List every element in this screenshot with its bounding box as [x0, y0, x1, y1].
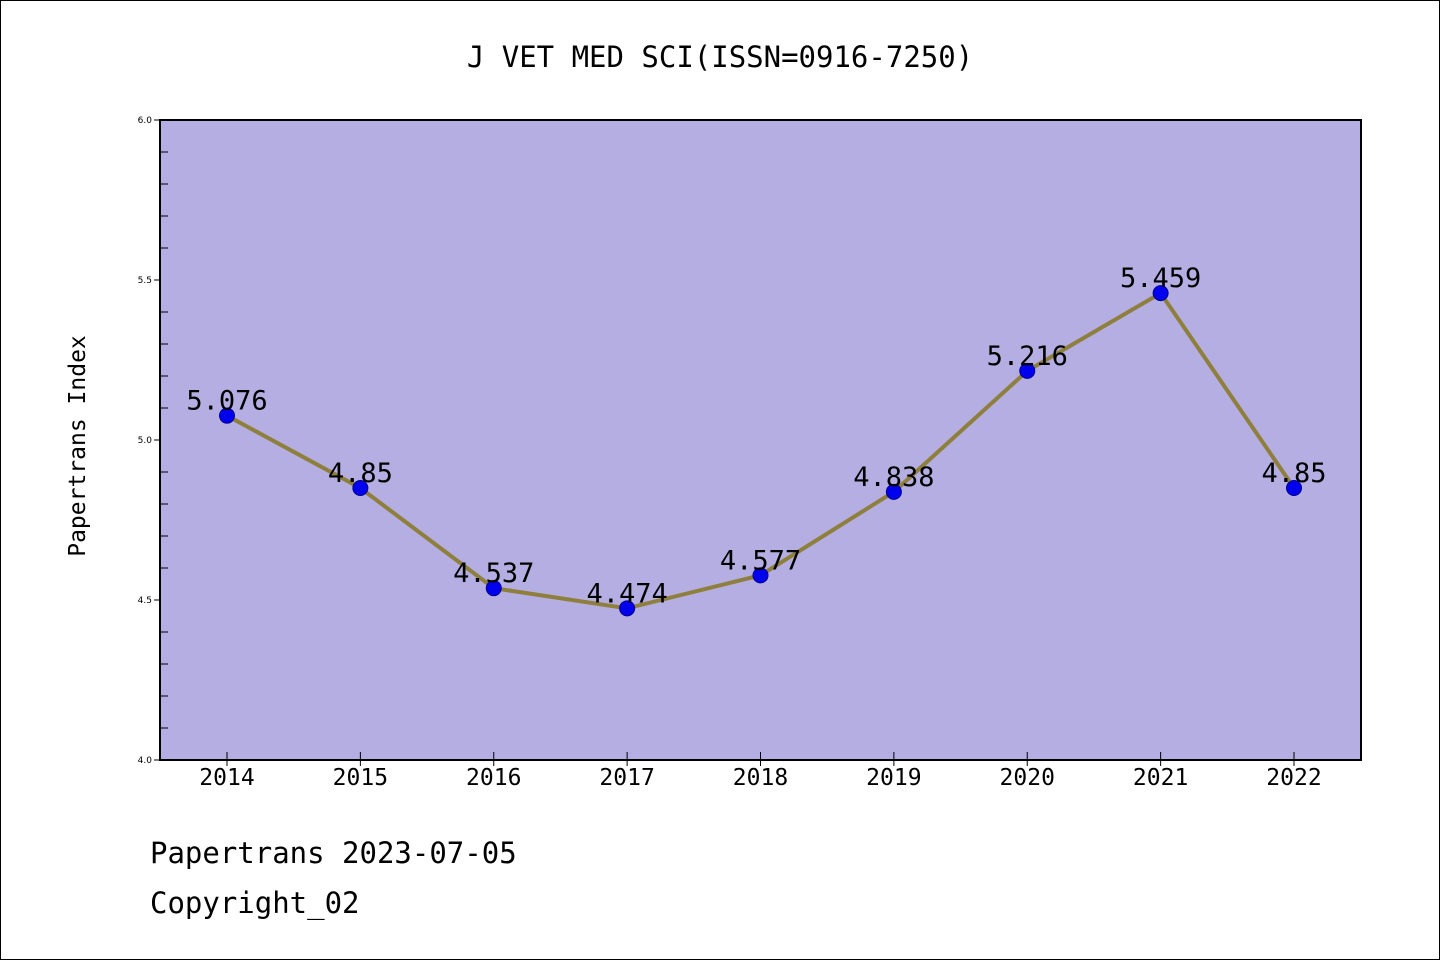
- x-tick-label: 2020: [1000, 765, 1055, 791]
- x-tick-label: 2018: [733, 765, 788, 791]
- data-label: 4.577: [720, 545, 801, 576]
- y-tick-label: 4.5: [138, 596, 152, 606]
- data-point: [219, 407, 235, 424]
- data-label: 4.474: [586, 578, 667, 609]
- data-point: [752, 567, 769, 584]
- data-label: 5.216: [987, 341, 1068, 372]
- plot-area: [160, 120, 1361, 760]
- y-tick-label: 6.0: [138, 116, 153, 126]
- data-label: 4.85: [328, 458, 393, 489]
- x-tick-label: 2017: [599, 765, 654, 791]
- data-point: [1019, 362, 1036, 379]
- x-tick-label: 2014: [199, 765, 254, 791]
- data-label: 4.838: [853, 462, 934, 493]
- x-tick-label: 2021: [1133, 765, 1188, 791]
- footer-date: Papertrans 2023-07-05: [150, 836, 517, 870]
- data-label: 4.537: [453, 558, 534, 589]
- y-tick-label: 5.5: [138, 276, 152, 286]
- data-point: [1152, 285, 1169, 302]
- data-label: 5.076: [186, 386, 267, 417]
- plot-border: [159, 119, 1362, 761]
- chart-title: J VET MED SCI(ISSN=0916-7250): [467, 40, 973, 74]
- y-tick-label: 4.0: [138, 756, 153, 766]
- footer-copyright: Copyright_02: [150, 886, 360, 920]
- data-point: [885, 483, 902, 500]
- x-tick-label: 2016: [466, 765, 521, 791]
- data-point: [1286, 480, 1302, 496]
- x-tick-label: 2022: [1266, 765, 1321, 791]
- y-tick-label: 5.0: [138, 436, 153, 446]
- data-label: 4.85: [1261, 458, 1326, 489]
- x-tick-label: 2019: [866, 765, 921, 791]
- data-point: [619, 600, 636, 617]
- data-point: [485, 580, 502, 597]
- x-tick-label: 2015: [333, 765, 388, 791]
- data-point: [352, 480, 369, 496]
- data-label: 5.459: [1120, 263, 1201, 294]
- y-axis-label: Papertrans Index: [65, 335, 91, 557]
